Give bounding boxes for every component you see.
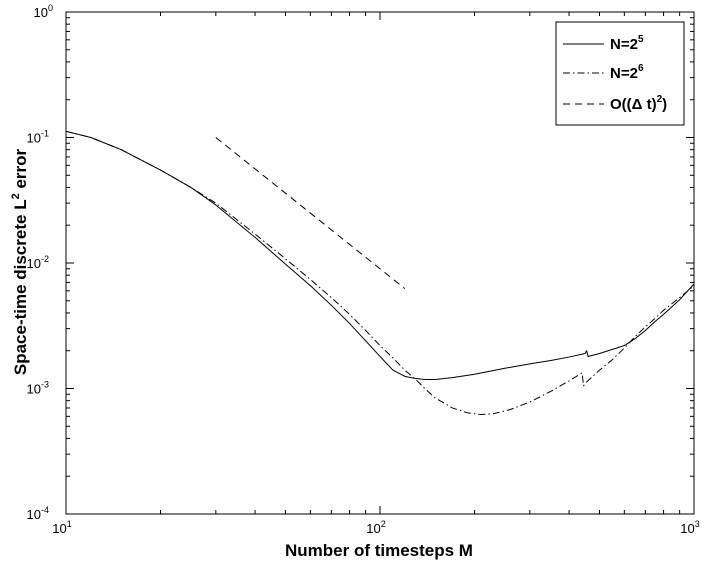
legend-label-series-1: N=25 (610, 34, 644, 53)
legend-label-series-2-main: N=2 (610, 65, 638, 82)
y-tick-label: 100 (34, 3, 53, 20)
legend-label-series-1-main: N=2 (610, 36, 638, 53)
y-axis-label-sup: 2 (10, 193, 22, 199)
x-tick-label: 103 (680, 519, 699, 536)
x-tick-label: 102 (366, 519, 385, 536)
y-tick-label-exp: 0 (48, 3, 53, 13)
x-tick-label-exp: 3 (695, 519, 700, 529)
x-tick-label-base: 10 (52, 521, 66, 536)
legend-label-series-3-tail: ) (662, 96, 667, 113)
legend-label-series-3-sup: 2 (657, 94, 663, 105)
x-tick-label-exp: 1 (67, 519, 72, 529)
y-tick-label-exp: -3 (41, 380, 49, 390)
y-tick-label: 10-1 (27, 129, 49, 146)
legend-box (555, 21, 685, 126)
series-lines (65, 130, 695, 416)
y-tick-label-base: 10 (27, 382, 41, 397)
y-axis-label: Space-time discrete L2 error (10, 148, 30, 375)
y-tick-label-base: 10 (27, 256, 41, 271)
y-tick-label: 10-2 (27, 254, 49, 271)
legend-label-series-3-main: O((Δ t) (610, 96, 657, 113)
series-line-3 (215, 137, 406, 290)
legend-label-series-1-sup: 5 (638, 34, 644, 45)
y-tick-label: 10-3 (27, 380, 49, 397)
y-tick-label-exp: -2 (41, 254, 49, 264)
y-axis-label-tail: error (11, 148, 30, 193)
axis-ticks (65, 11, 695, 515)
series-line-1 (65, 130, 695, 380)
x-tick-label: 101 (52, 519, 71, 536)
x-axis-label: Number of timesteps M (285, 541, 473, 560)
y-tick-label: 10-4 (27, 505, 49, 522)
y-tick-label-base: 10 (27, 131, 41, 146)
series-line-2 (65, 130, 695, 416)
legend-label-series-2-sup: 6 (638, 63, 644, 74)
x-tick-label-base: 10 (680, 521, 694, 536)
y-tick-label-exp: -1 (41, 129, 49, 139)
legend-label-series-3: O((Δ t)2) (610, 94, 667, 113)
y-tick-label-base: 10 (27, 507, 41, 522)
x-tick-label-exp: 2 (381, 519, 386, 529)
y-tick-label-exp: -4 (41, 505, 49, 515)
legend-label-series-2: N=26 (610, 63, 644, 82)
y-tick-label-base: 10 (34, 5, 48, 20)
y-axis-label-main: Space-time discrete L (11, 199, 30, 375)
x-tick-label-base: 10 (366, 521, 380, 536)
legend: N=25 N=26 O((Δ t)2) (555, 21, 685, 126)
